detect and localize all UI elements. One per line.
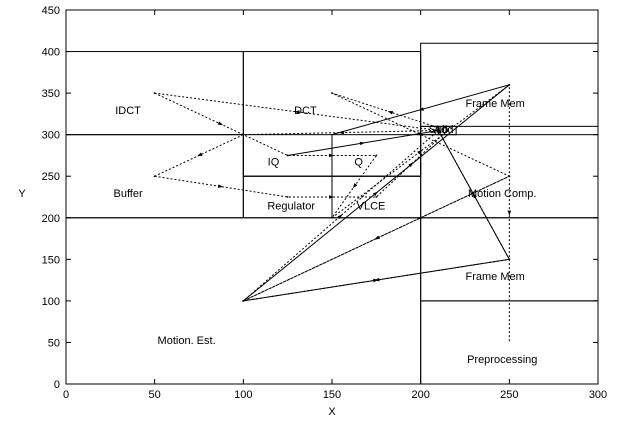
y-tick-label-7: 350 (42, 88, 60, 100)
x-tick-label-0: 0 (63, 389, 69, 401)
series-0-arrow-1 (329, 153, 334, 158)
x-tick-label-3: 150 (323, 389, 341, 401)
series-0-point-2 (375, 154, 378, 157)
series-3-point-4 (508, 83, 511, 86)
series-3-arrow-2 (374, 277, 380, 282)
x-tick-label-4: 200 (411, 389, 429, 401)
block-label-3: IQ (268, 156, 280, 168)
routing-lines (153, 83, 512, 343)
series-3-arrow-0 (359, 141, 366, 146)
x-tick-label-1: 50 (149, 389, 161, 401)
x-tick-label-6: 300 (589, 389, 607, 401)
series-1-arrow-8 (294, 110, 300, 114)
series-0-arrow-4 (507, 210, 512, 216)
y-tick-label-6: 300 (42, 130, 60, 142)
y-axis-title: Y (18, 188, 26, 200)
series-1-point-3 (446, 129, 449, 132)
series-2-arrow-1 (337, 214, 343, 220)
y-tick-label-9: 450 (42, 5, 60, 17)
series-3-arrow-4 (418, 107, 425, 111)
series-1-arrow-0 (217, 184, 224, 188)
series-2-point-3 (242, 133, 245, 136)
y-tick-label-3: 150 (42, 254, 60, 266)
y-tick-label-5: 250 (42, 171, 60, 183)
block-label-8: Sub (429, 124, 449, 136)
y-tick-label-2: 100 (42, 296, 60, 308)
block-label-5: Regulator (267, 200, 315, 212)
block-label-11: Frame Mem (466, 271, 525, 283)
series-3-point-3 (242, 299, 245, 302)
x-tick-label-2: 100 (234, 389, 252, 401)
block-label-7: Frame Mem (466, 98, 525, 110)
series-2-arrow-0 (374, 235, 380, 240)
series-0-arrow-0 (217, 121, 223, 126)
series-3-point-2 (508, 258, 511, 261)
y-tick-label-8: 400 (42, 47, 60, 59)
series-3-point-0 (286, 154, 289, 157)
series-0-arrow-3 (417, 150, 423, 155)
block-label-10: Motion Comp. (468, 188, 536, 200)
series-1-point-1 (286, 196, 289, 198)
block-label-12: Preprocessing (467, 354, 537, 366)
y-tick-label-0: 0 (54, 379, 60, 391)
series-0-point-3 (331, 216, 333, 219)
block-label-4: Q (354, 156, 363, 168)
series-3-arrow-1 (470, 191, 475, 197)
block-label-9: Add (434, 124, 454, 136)
series-1-arrow-1 (329, 195, 334, 199)
series-1-point-2 (375, 196, 378, 198)
block-labels: Buffer IDCT DCT IQ Q Regulator VLCE Frame Mem Su… (113, 98, 537, 366)
series-0-arrow-2 (353, 183, 358, 189)
series-2-arrow-3 (197, 152, 203, 157)
x-axis-title: X (328, 406, 336, 418)
x-tick-label-5: 250 (500, 389, 518, 401)
y-tick-label-4: 200 (42, 213, 60, 225)
block-label-1: IDCT (115, 105, 141, 117)
y-tick-label-1: 50 (48, 337, 60, 349)
block-label-2: DCT (294, 105, 317, 117)
block-label-6: VLCE (357, 200, 386, 212)
series-1-arrow-3 (387, 111, 394, 115)
series-1-point-4 (331, 92, 333, 95)
series-2-point-0 (508, 175, 511, 178)
block-label-0: Buffer (113, 188, 142, 200)
axes-layer: 0 50 100 150 200 250 300 0 50 100 150 200 250 300 350 4… (42, 5, 608, 401)
series-3-arrow-3 (372, 191, 378, 197)
block-label-13: Motion. Est. (158, 335, 216, 347)
series-3-point-1 (437, 129, 440, 132)
